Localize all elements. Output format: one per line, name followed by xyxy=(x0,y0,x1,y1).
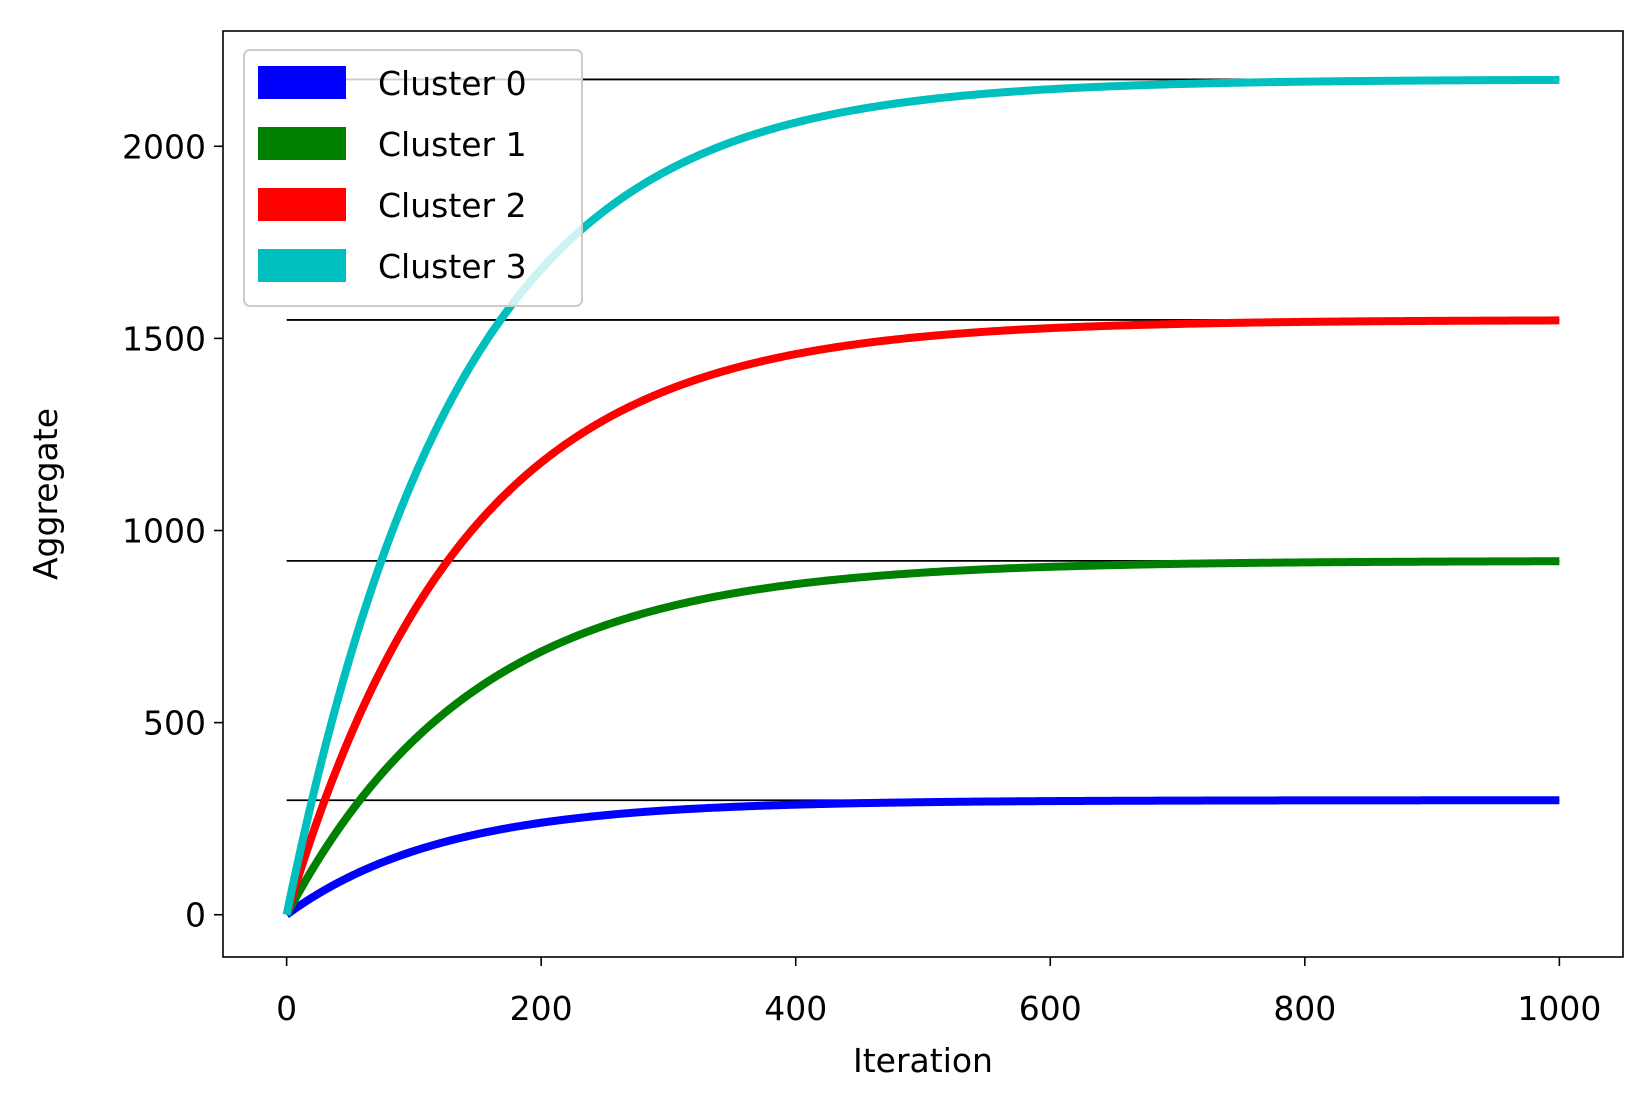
legend-frame xyxy=(243,49,583,307)
y-axis: 0 500 1000 1500 2000 xyxy=(122,127,223,935)
series-line-cluster-2 xyxy=(282,316,1561,916)
legend-swatch-cluster-0 xyxy=(258,66,346,99)
x-axis-label: Iteration xyxy=(853,1041,993,1080)
legend-label-cluster-0: Cluster 0 xyxy=(378,64,527,103)
y-tick-label: 1500 xyxy=(122,319,206,358)
x-axis: 0 200 400 600 800 1000 xyxy=(276,957,1601,1028)
x-tick-label: 800 xyxy=(1273,989,1336,1028)
legend: Cluster 0 Cluster 1 Cluster 2 Cluster 3 xyxy=(243,49,583,307)
x-tick-label: 400 xyxy=(764,989,827,1028)
y-tick-label: 1000 xyxy=(122,512,206,551)
legend-swatch-cluster-1 xyxy=(258,127,346,160)
x-tick-label: 1000 xyxy=(1517,989,1601,1028)
y-tick-label: 500 xyxy=(143,704,206,743)
series-line-cluster-3 xyxy=(282,75,1561,916)
legend-label-cluster-1: Cluster 1 xyxy=(378,125,527,164)
y-axis-label: Aggregate xyxy=(26,408,65,580)
legend-swatch-cluster-3 xyxy=(258,249,346,282)
x-tick-label: 200 xyxy=(510,989,573,1028)
x-tick-label: 0 xyxy=(276,989,297,1028)
series-line-cluster-1 xyxy=(283,557,1561,917)
plot-frame xyxy=(222,30,1624,958)
legend-label-cluster-2: Cluster 2 xyxy=(378,186,527,225)
x-tick-label: 600 xyxy=(1019,989,1082,1028)
y-tick-label: 2000 xyxy=(122,127,206,166)
series-line-cluster-0 xyxy=(284,796,1561,918)
legend-label-cluster-3: Cluster 3 xyxy=(378,247,527,286)
y-tick-label: 0 xyxy=(185,896,206,935)
series-lines xyxy=(282,75,1561,918)
legend-swatch-cluster-2 xyxy=(258,188,346,221)
